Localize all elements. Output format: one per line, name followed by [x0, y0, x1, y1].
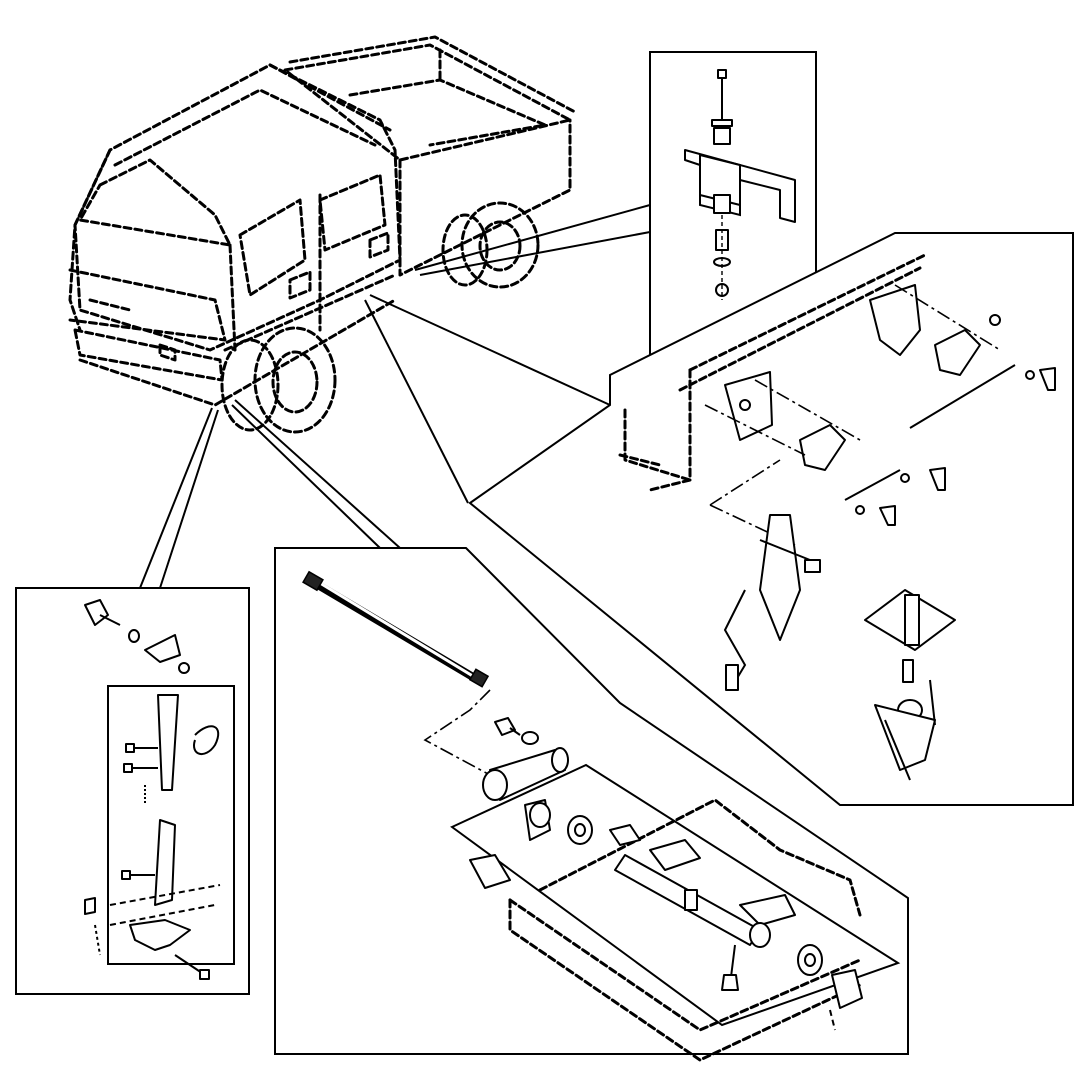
shift-shaft-assembly-box	[274, 547, 909, 1062]
callout-leaders	[139, 204, 651, 589]
shift-lever-mechanism-box	[468, 232, 1074, 806]
bracket-assembly-box	[15, 587, 250, 995]
truck-outline	[68, 35, 577, 434]
